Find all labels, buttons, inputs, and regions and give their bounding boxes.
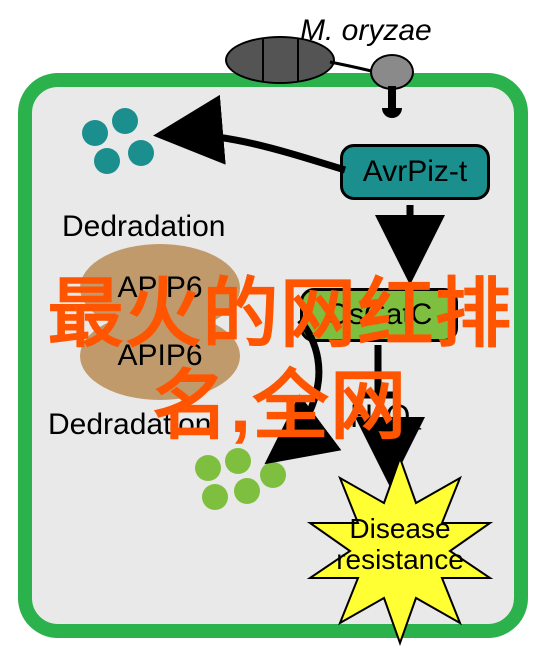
overlay-line2: 名,全网: [20, 344, 540, 454]
disease-line2: resistance: [336, 545, 464, 576]
starburst-text: Disease resistance: [320, 510, 480, 580]
disease-line1: Disease: [336, 514, 464, 545]
